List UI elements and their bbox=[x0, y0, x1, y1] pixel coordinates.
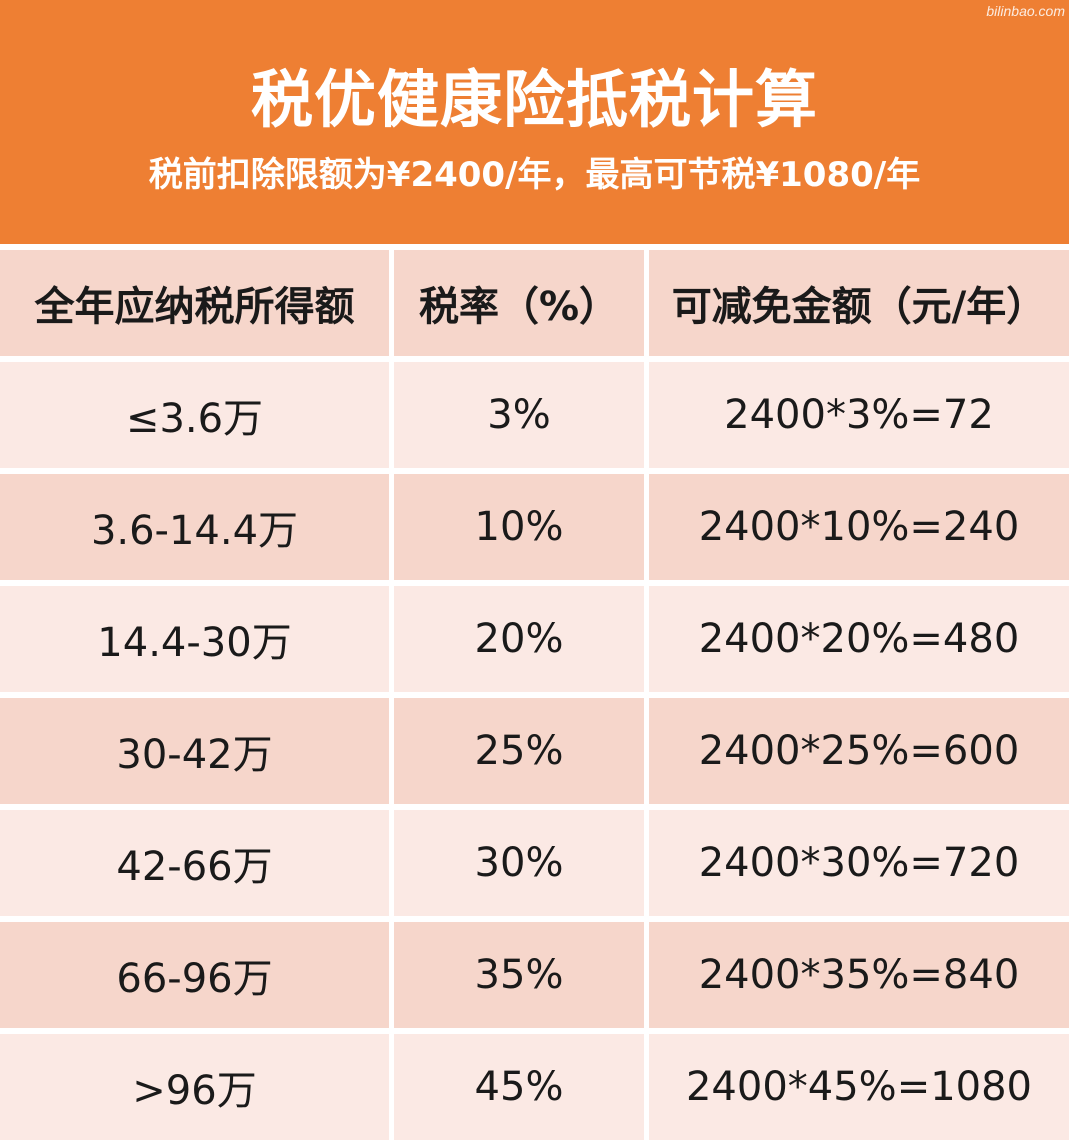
column-header-income: 全年应纳税所得额 bbox=[0, 250, 389, 356]
table-row: 42-66万 30% 2400*30%=720 bbox=[0, 810, 1069, 916]
income-cell: 30-42万 bbox=[0, 698, 389, 804]
table-row: 30-42万 25% 2400*25%=600 bbox=[0, 698, 1069, 804]
income-cell: >96万 bbox=[0, 1034, 389, 1140]
rate-cell: 10% bbox=[394, 474, 644, 580]
income-cell: ≤3.6万 bbox=[0, 362, 389, 468]
page-title: 税优健康险抵税计算 bbox=[250, 63, 818, 136]
deduction-cell: 2400*35%=840 bbox=[649, 922, 1069, 1028]
deduction-cell: 2400*3%=72 bbox=[649, 362, 1069, 468]
income-cell: 66-96万 bbox=[0, 922, 389, 1028]
table-header-row: 全年应纳税所得额 税率（%） 可减免金额（元/年） bbox=[0, 250, 1069, 356]
table-row: >96万 45% 2400*45%=1080 bbox=[0, 1034, 1069, 1140]
income-cell: 3.6-14.4万 bbox=[0, 474, 389, 580]
rate-cell: 3% bbox=[394, 362, 644, 468]
table-row: 3.6-14.4万 10% 2400*10%=240 bbox=[0, 474, 1069, 580]
deduction-cell: 2400*20%=480 bbox=[649, 586, 1069, 692]
rate-cell: 30% bbox=[394, 810, 644, 916]
watermark: bilinbao.com bbox=[986, 3, 1065, 19]
income-cell: 42-66万 bbox=[0, 810, 389, 916]
income-cell: 14.4-30万 bbox=[0, 586, 389, 692]
table-row: 66-96万 35% 2400*35%=840 bbox=[0, 922, 1069, 1028]
rate-cell: 20% bbox=[394, 586, 644, 692]
page-subtitle: 税前扣除限额为¥2400/年，最高可节税¥1080/年 bbox=[148, 155, 921, 195]
deduction-cell: 2400*10%=240 bbox=[649, 474, 1069, 580]
rate-cell: 35% bbox=[394, 922, 644, 1028]
column-header-rate: 税率（%） bbox=[394, 250, 644, 356]
rate-cell: 45% bbox=[394, 1034, 644, 1140]
header-banner: bilinbao.com 税优健康险抵税计算 税前扣除限额为¥2400/年，最高… bbox=[0, 0, 1069, 244]
table-row: ≤3.6万 3% 2400*3%=72 bbox=[0, 362, 1069, 468]
deduction-cell: 2400*45%=1080 bbox=[649, 1034, 1069, 1140]
table-row: 14.4-30万 20% 2400*20%=480 bbox=[0, 586, 1069, 692]
column-header-deduction: 可减免金额（元/年） bbox=[649, 250, 1069, 356]
rate-cell: 25% bbox=[394, 698, 644, 804]
deduction-cell: 2400*30%=720 bbox=[649, 810, 1069, 916]
deduction-cell: 2400*25%=600 bbox=[649, 698, 1069, 804]
